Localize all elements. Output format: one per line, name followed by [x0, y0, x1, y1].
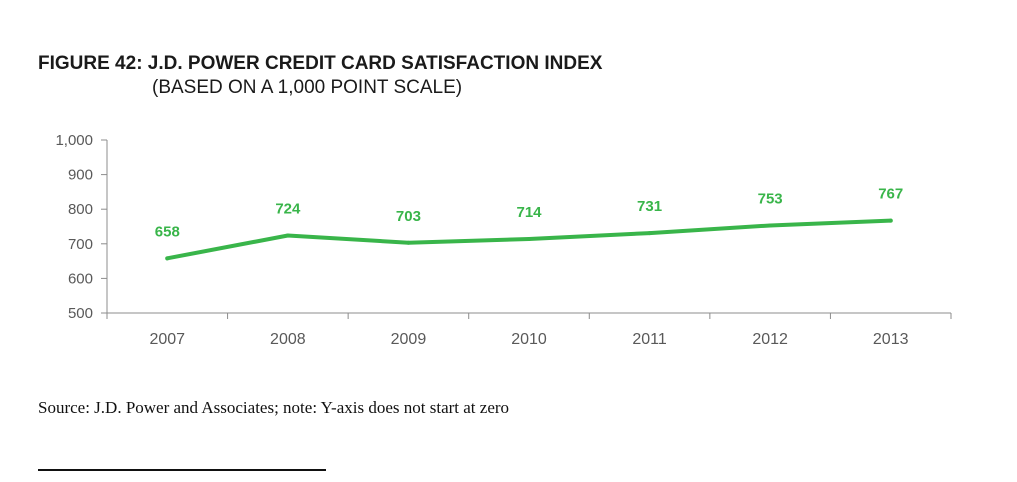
data-label: 658 [155, 223, 180, 240]
footnote-rule [38, 469, 326, 471]
y-tick-label: 600 [68, 270, 93, 287]
source-note: Source: J.D. Power and Associates; note:… [38, 398, 510, 417]
data-point [285, 233, 290, 238]
data-label: 753 [758, 190, 783, 207]
x-tick-label: 2011 [632, 331, 667, 348]
data-label: 724 [275, 200, 301, 217]
data-point [888, 218, 893, 223]
data-point [165, 256, 170, 261]
y-tick-label: 800 [68, 201, 93, 218]
y-tick-label: 500 [68, 305, 93, 322]
data-point [527, 236, 531, 241]
y-axis: 500 600 700 800 900 1,000 [55, 132, 108, 322]
x-axis: 2007 2008 2009 2010 2011 2012 2013 [106, 312, 952, 348]
x-tick-label: 2007 [149, 331, 185, 348]
data-label: 767 [878, 186, 903, 203]
data-label: 731 [637, 198, 662, 215]
data-label: 714 [516, 204, 542, 221]
x-tick-label: 2012 [752, 331, 788, 348]
x-tick-label: 2008 [270, 331, 306, 348]
x-tick-label: 2013 [873, 331, 909, 348]
series-group [165, 218, 893, 261]
y-tick-label: 1,000 [55, 132, 93, 149]
data-label: 703 [396, 208, 421, 225]
data-point [768, 223, 773, 228]
data-labels: 658 724 703 714 731 753 767 [155, 186, 903, 241]
y-tick-label: 700 [68, 236, 93, 253]
x-tick-label: 2009 [391, 331, 427, 348]
figure-title: FIGURE 42: J.D. POWER CREDIT CARD SATISF… [38, 53, 603, 74]
y-tick-label: 900 [68, 167, 93, 184]
data-point [406, 240, 411, 245]
x-tick-label: 2010 [511, 331, 547, 348]
data-point [647, 231, 652, 236]
figure-subtitle: (BASED ON A 1,000 POINT SCALE) [152, 77, 463, 98]
